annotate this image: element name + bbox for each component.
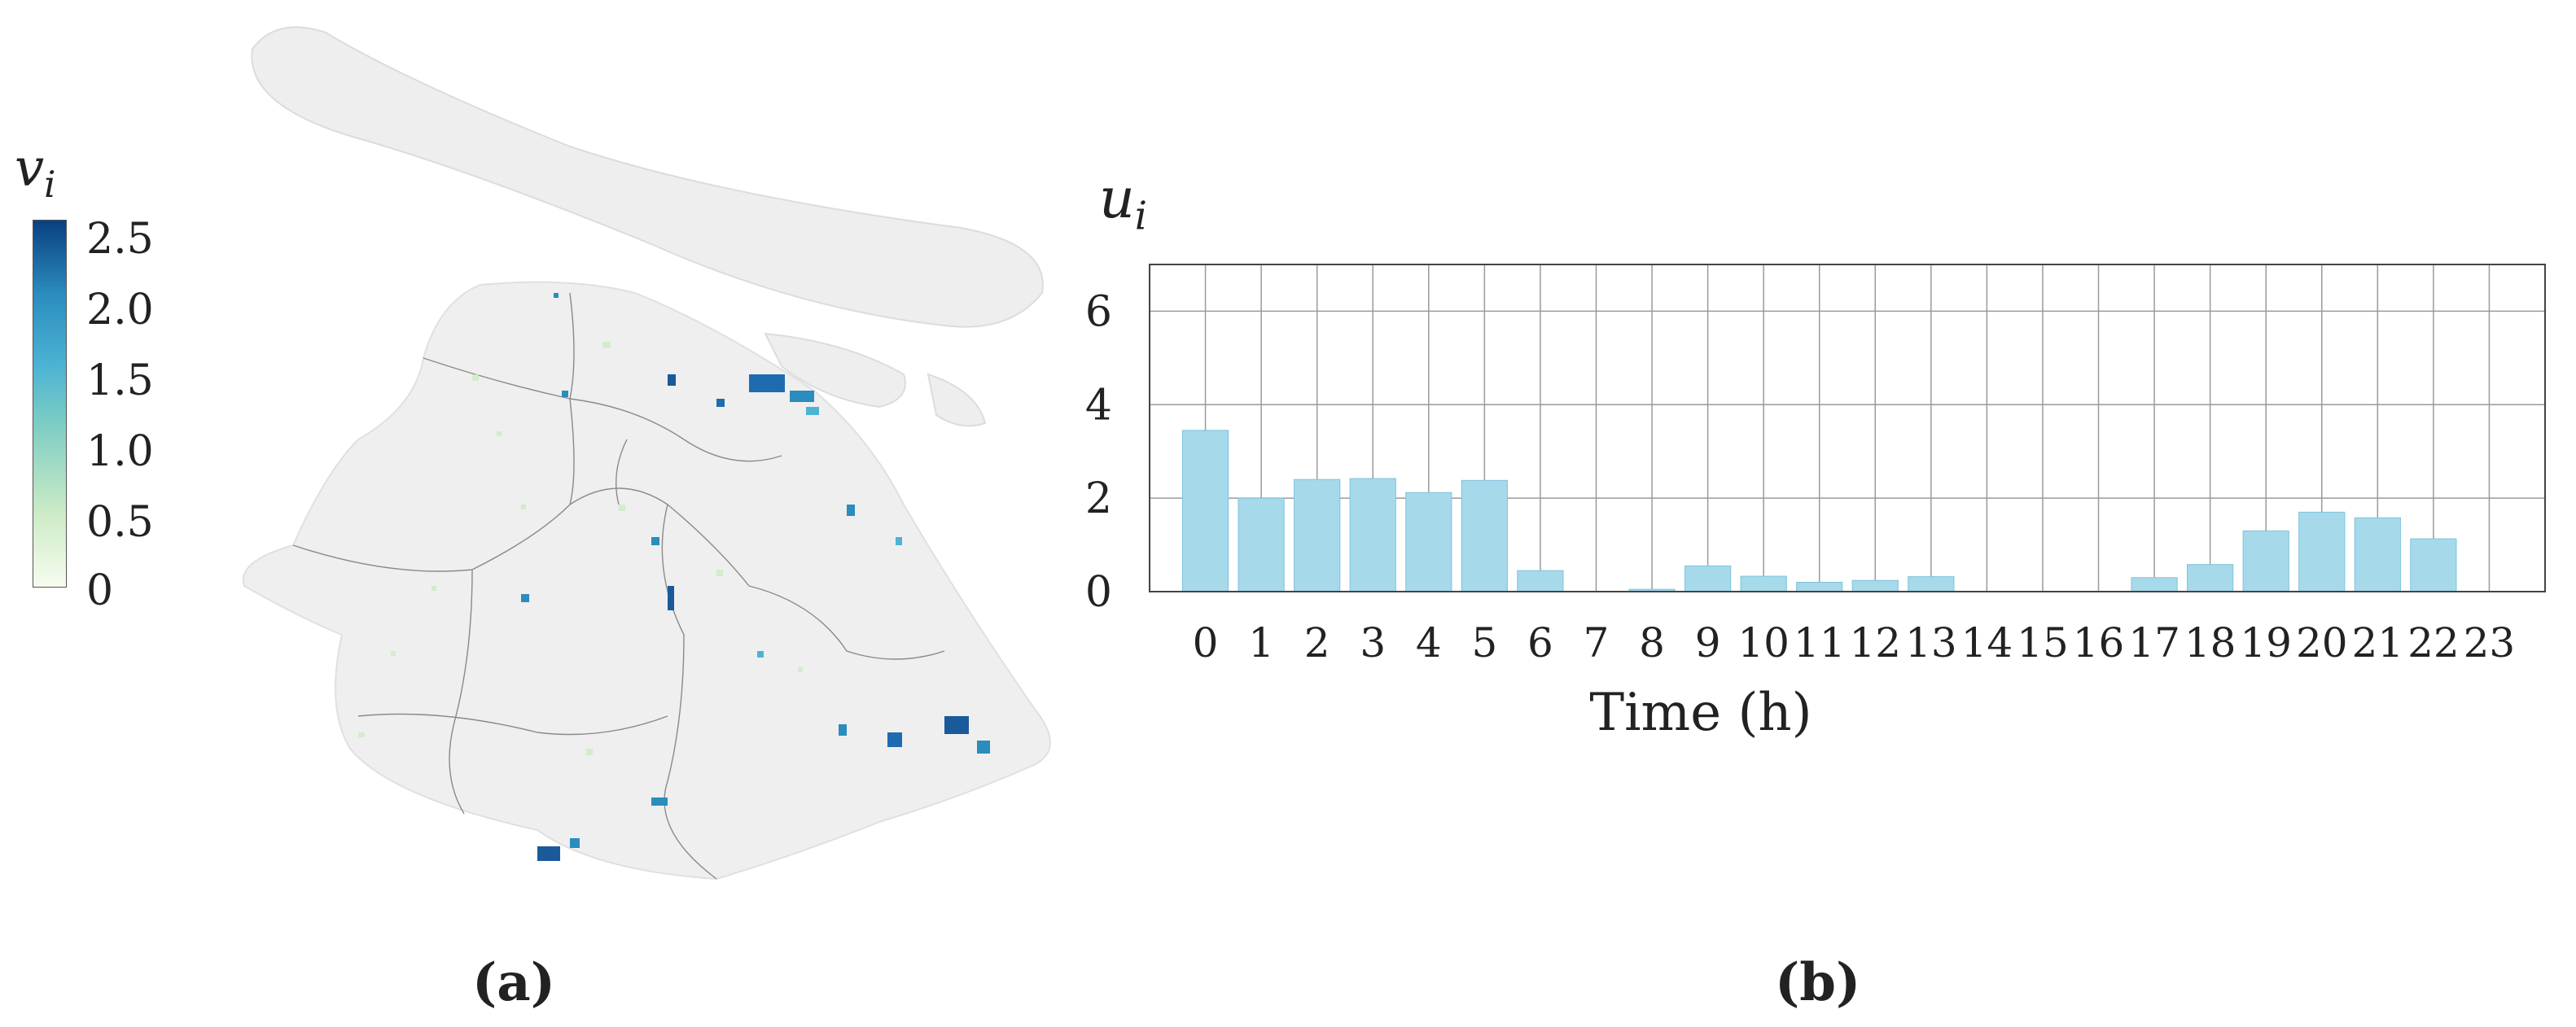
bar <box>1796 582 1843 592</box>
y-tick-label: 0 <box>1085 568 1112 617</box>
hotspots <box>521 293 990 861</box>
map-small-island <box>764 332 906 409</box>
colorbar-tick: 2.5 <box>86 215 154 264</box>
panel-label-a: (a) <box>472 952 556 1013</box>
x-tick-label: 10 <box>1737 619 1790 666</box>
bar <box>1517 570 1564 592</box>
bar <box>1405 492 1452 592</box>
y-tick-label: 6 <box>1085 287 1112 336</box>
x-tick-label: 17 <box>2128 619 2180 666</box>
chart-xticks: 0 1 2 3 4 5 6 7 8 9 10 11 12 13 14 15 16 17 18 19 20 21 22 23 <box>1193 619 2516 666</box>
x-tick-label: 0 <box>1193 619 1219 666</box>
bar <box>1684 565 1732 592</box>
map-mainland <box>242 281 1051 881</box>
x-tick-label: 14 <box>1961 619 2013 666</box>
x-tick-label: 1 <box>1248 619 1274 666</box>
district-map <box>242 26 1051 881</box>
x-tick-label: 19 <box>2240 619 2292 666</box>
x-tick-label: 4 <box>1416 619 1442 666</box>
x-tick-label: 13 <box>1905 619 1957 666</box>
bar <box>1294 479 1341 592</box>
colorbar-tick: 0.5 <box>86 498 154 547</box>
bar <box>1461 479 1508 592</box>
bar <box>1181 430 1229 592</box>
colorbar-tick: 1.5 <box>86 356 154 405</box>
bar <box>2298 511 2346 592</box>
chart-ylabel: ui <box>1099 167 1147 239</box>
bar <box>1908 576 1955 592</box>
chart-yticks: 0 2 4 6 <box>1085 287 1112 617</box>
x-tick-label: 3 <box>1360 619 1386 666</box>
chart-ylabel-text: ui <box>1099 167 1148 239</box>
x-tick-label: 5 <box>1471 619 1497 666</box>
chart-frame <box>1149 264 2546 592</box>
x-tick-label: 16 <box>2073 619 2125 666</box>
y-tick-label: 4 <box>1085 381 1112 430</box>
x-tick-label: 18 <box>2184 619 2236 666</box>
y-tick-label: 2 <box>1085 474 1112 523</box>
chart-xlabel: Time (h) <box>1589 683 1812 743</box>
x-tick-label: 20 <box>2296 619 2348 666</box>
x-tick-label: 12 <box>1849 619 1901 666</box>
bar <box>2242 530 2289 592</box>
bar <box>2187 564 2234 592</box>
bar <box>2131 577 2178 592</box>
x-tick-label: 2 <box>1304 619 1330 666</box>
bar <box>1238 497 1285 592</box>
bar <box>2410 538 2457 592</box>
x-tick-label: 21 <box>2352 619 2404 666</box>
x-tick-label: 23 <box>2464 619 2516 666</box>
bar <box>1740 575 1787 592</box>
x-tick-label: 15 <box>2017 619 2069 666</box>
bar <box>1851 579 1899 592</box>
x-tick-label: 6 <box>1527 619 1553 666</box>
x-tick-label: 8 <box>1639 619 1665 666</box>
x-tick-label: 11 <box>1794 619 1846 666</box>
colorbar-tick: 2.0 <box>86 286 154 334</box>
panel-label-b: (b) <box>1775 952 1861 1013</box>
map-small-island <box>927 373 987 427</box>
district-boundaries <box>292 292 945 880</box>
bar <box>1349 478 1396 592</box>
chart-bars <box>1181 430 2457 592</box>
x-tick-label: 7 <box>1584 619 1610 666</box>
x-tick-label: 9 <box>1695 619 1721 666</box>
bar-chart: 0 1 2 3 4 5 6 7 8 9 10 11 12 13 14 15 16 17 18 19 20 21 22 23 0… <box>1085 264 2546 743</box>
colorbar-tick: 0 <box>86 566 114 615</box>
map-island <box>251 26 1044 328</box>
x-tick-label: 22 <box>2407 619 2460 666</box>
colorbar <box>33 220 67 588</box>
colorbar-title-text: vi <box>15 138 56 206</box>
colorbar-tick: 1.0 <box>86 427 154 476</box>
colorbar-title: vi <box>15 138 55 206</box>
light-patches <box>358 342 803 755</box>
bar <box>2354 517 2401 592</box>
